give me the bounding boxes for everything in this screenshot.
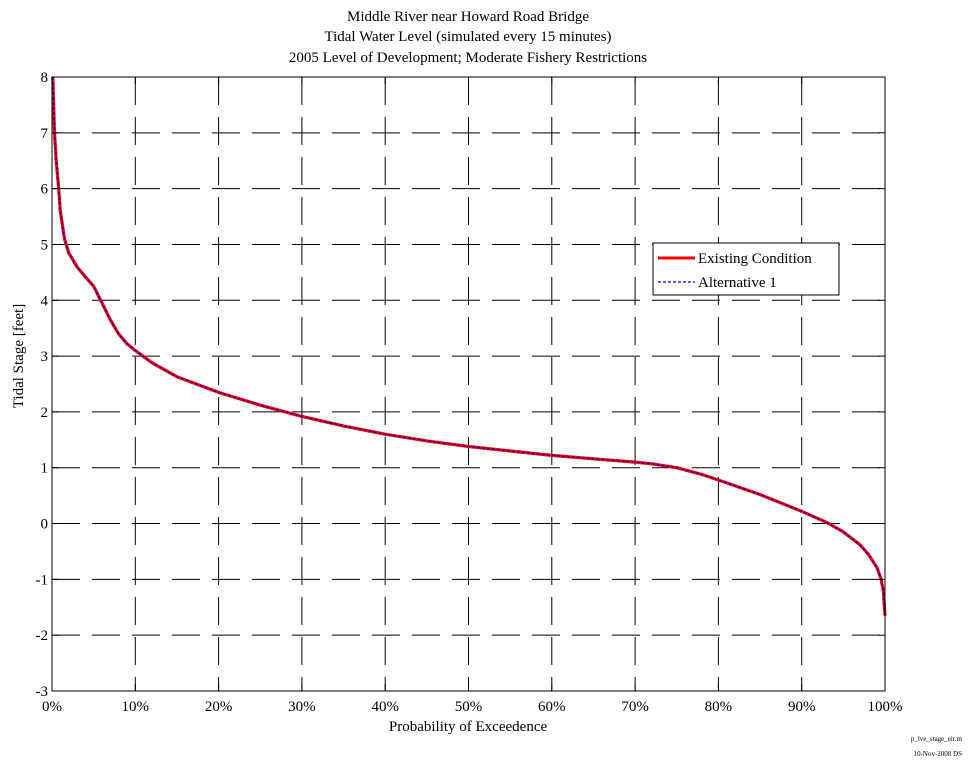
axis-ticks [51, 76, 886, 692]
y-tick-label: 1 [41, 461, 49, 477]
y-tick-label: 3 [41, 349, 49, 365]
x-tick-label: 30% [288, 699, 316, 715]
y-axis-label: Tidal Stage [feet] [11, 304, 27, 408]
y-tick-label: 8 [41, 70, 49, 86]
y-tick-label: 4 [41, 293, 49, 309]
y-tick-label: 2 [41, 405, 49, 421]
x-tick-label: 40% [371, 699, 399, 715]
x-tick-labels: 0% 10% 20% 30% 40% 50% 60% 70% 80% 90% 100% [42, 699, 903, 715]
y-tick-label: -3 [36, 684, 49, 700]
legend: Existing Condition Alternative 1 [652, 242, 840, 296]
series-line-alternative-1 [52, 76, 886, 616]
series-lines [51, 76, 887, 616]
x-tick-label: 10% [122, 699, 150, 715]
x-tick-label: 70% [621, 699, 649, 715]
y-tick-label: 5 [41, 237, 49, 253]
x-tick-label: 100% [868, 699, 903, 715]
title-line-1: Middle River near Howard Road Bridge [347, 9, 589, 25]
grid [52, 77, 885, 691]
x-tick-label: 20% [205, 699, 233, 715]
title-line-3: 2005 Level of Development; Moderate Fish… [289, 50, 647, 66]
chart-title: Middle River near Howard Road Bridge Tid… [289, 9, 647, 66]
title-line-2: Tidal Water Level (simulated every 15 mi… [324, 29, 611, 45]
legend-box [652, 242, 840, 296]
y-tick-label: -1 [36, 572, 49, 588]
y-tick-label: 0 [41, 517, 49, 533]
x-tick-label: 0% [42, 699, 62, 715]
date-stamp-note: 10-Nov-2008 DS [913, 750, 962, 758]
x-tick-label: 60% [538, 699, 566, 715]
x-tick-label: 90% [788, 699, 816, 715]
x-tick-label: 50% [455, 699, 483, 715]
legend-label-existing-condition: Existing Condition [698, 251, 812, 267]
y-tick-label: -2 [36, 628, 49, 644]
script-name-note: p_lve_stage_eir.m [910, 735, 962, 743]
y-tick-labels: -3 -2 -1 0 1 2 3 4 5 6 7 8 [36, 70, 49, 700]
x-tick-label: 80% [705, 699, 733, 715]
y-tick-label: 7 [41, 126, 49, 142]
legend-label-alternative-1: Alternative 1 [698, 275, 777, 291]
x-axis-label: Probability of Exceedence [389, 719, 548, 735]
y-tick-label: 6 [41, 182, 49, 198]
